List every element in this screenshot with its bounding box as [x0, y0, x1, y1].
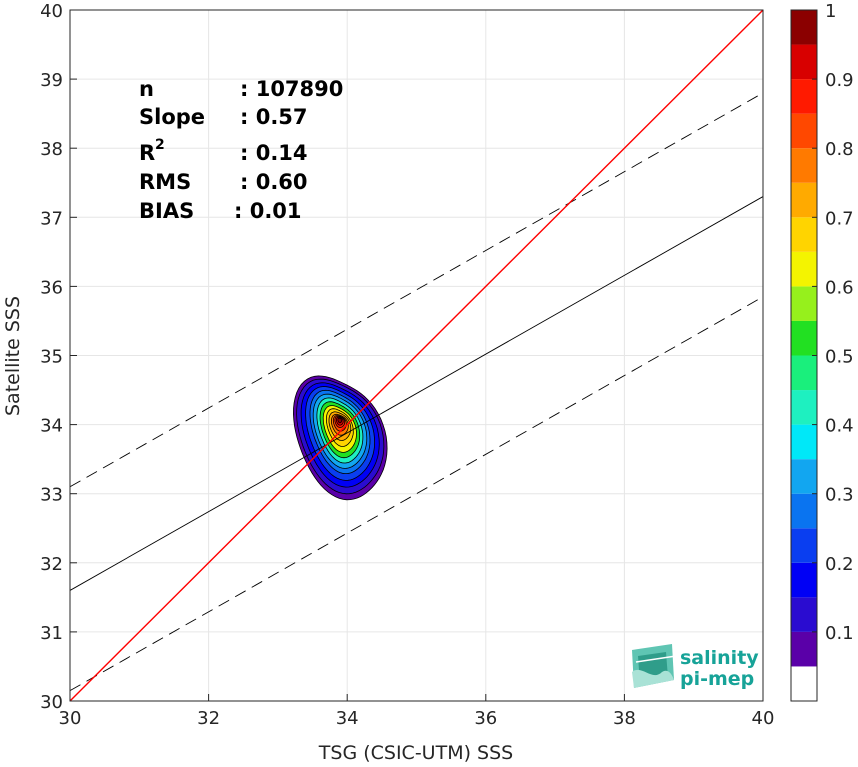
colorbar-segment [791, 631, 817, 667]
x-tick-label: 40 [752, 708, 775, 729]
colorbar-segment [791, 666, 817, 701]
stat-rms-label: RMS [139, 170, 191, 194]
colorbar-segment [791, 148, 817, 183]
stat-n-label: n [139, 77, 154, 101]
colorbar-segment [791, 113, 817, 149]
colorbar-segment [791, 217, 817, 252]
regression-line [70, 196, 763, 591]
stat-slope-value: : 0.57 [240, 105, 308, 129]
logo-text-line1: salinity [680, 647, 759, 669]
reference-lines [70, 10, 763, 701]
colorbar-tick-label: 0.3 [825, 485, 854, 506]
colorbar-tick-label: 0.2 [825, 554, 854, 575]
x-tick-label: 38 [613, 708, 636, 729]
y-tick-label: 38 [40, 139, 63, 160]
y-tick-label: 33 [40, 485, 63, 506]
y-tick-label: 31 [40, 623, 63, 644]
stat-rms-value: : 0.60 [240, 170, 308, 194]
colorbar-segment [791, 528, 817, 563]
colorbar-segment [791, 355, 817, 391]
stat-r2-sup: 2 [155, 137, 165, 153]
colorbar-tick-label: 0.8 [825, 139, 854, 160]
colorbar-tick-label: 0.1 [825, 623, 854, 644]
colorbar-segment [791, 320, 817, 356]
y-tick-label: 35 [40, 347, 63, 368]
x-tick-label: 32 [197, 708, 220, 729]
colorbar-tick-label: 0.5 [825, 347, 854, 368]
stat-n-value: : 107890 [240, 77, 343, 101]
identity-line [70, 10, 763, 701]
colorbar-segment [791, 44, 817, 80]
y-tick-label: 36 [40, 277, 63, 298]
stat-r2-label: R [139, 141, 155, 165]
colorbar-segment [791, 182, 817, 218]
y-tick-label: 32 [40, 554, 63, 575]
colorbar-segment [791, 597, 817, 632]
colorbar-segment [791, 493, 817, 529]
y-tick-label: 30 [40, 692, 63, 713]
colorbar-segment [791, 286, 817, 321]
x-axis-label: TSG (CSIC-UTM) SSS [318, 742, 513, 764]
axis-ticks: 30 32 34 36 38 40 30 31 32 33 34 35 36 37 38 39 40 [40, 1, 774, 729]
x-tick-label: 36 [474, 708, 497, 729]
colorbar-tick-label: 0.7 [825, 208, 854, 229]
colorbar-segment [791, 251, 817, 287]
wave-logo-icon [632, 644, 677, 688]
x-tick-label: 30 [59, 708, 82, 729]
stat-bias-label: BIAS [139, 199, 194, 223]
colorbar-tick-label: 0.6 [825, 277, 854, 298]
density-contours [292, 375, 388, 501]
colorbar-segment [791, 424, 817, 460]
colorbar-tick-label: 1 [825, 1, 836, 22]
colorbar-tick-label: 0.4 [825, 416, 854, 437]
colorbar: 0.1 0.2 0.3 0.4 0.5 0.6 0.7 0.8 0.9 1 [790, 1, 854, 702]
y-tick-label: 39 [40, 70, 63, 91]
x-tick-label: 34 [336, 708, 359, 729]
colorbar-segment [791, 79, 817, 114]
colorbar-segment [791, 459, 817, 494]
logo-text-line2: pi-mep [680, 668, 754, 690]
y-tick-label: 37 [40, 208, 63, 229]
stats-box: n : 107890 Slope : 0.57 R 2 : 0.14 RMS :… [139, 77, 343, 223]
salinity-pi-mep-logo: salinity pi-mep [632, 644, 759, 690]
stat-slope-label: Slope [139, 105, 205, 129]
stat-bias-value: : 0.01 [234, 199, 302, 223]
stat-r2-value: : 0.14 [240, 141, 308, 165]
colorbar-segment [791, 390, 817, 425]
y-tick-label: 34 [40, 416, 63, 437]
y-axis-label: Satellite SSS [2, 296, 24, 416]
colorbar-segment [791, 562, 817, 598]
grid-lines [70, 10, 763, 701]
colorbar-tick-label: 0.9 [825, 70, 854, 91]
colorbar-segment [791, 10, 817, 45]
density-contour-level [337, 417, 343, 424]
y-tick-label: 40 [40, 1, 63, 22]
